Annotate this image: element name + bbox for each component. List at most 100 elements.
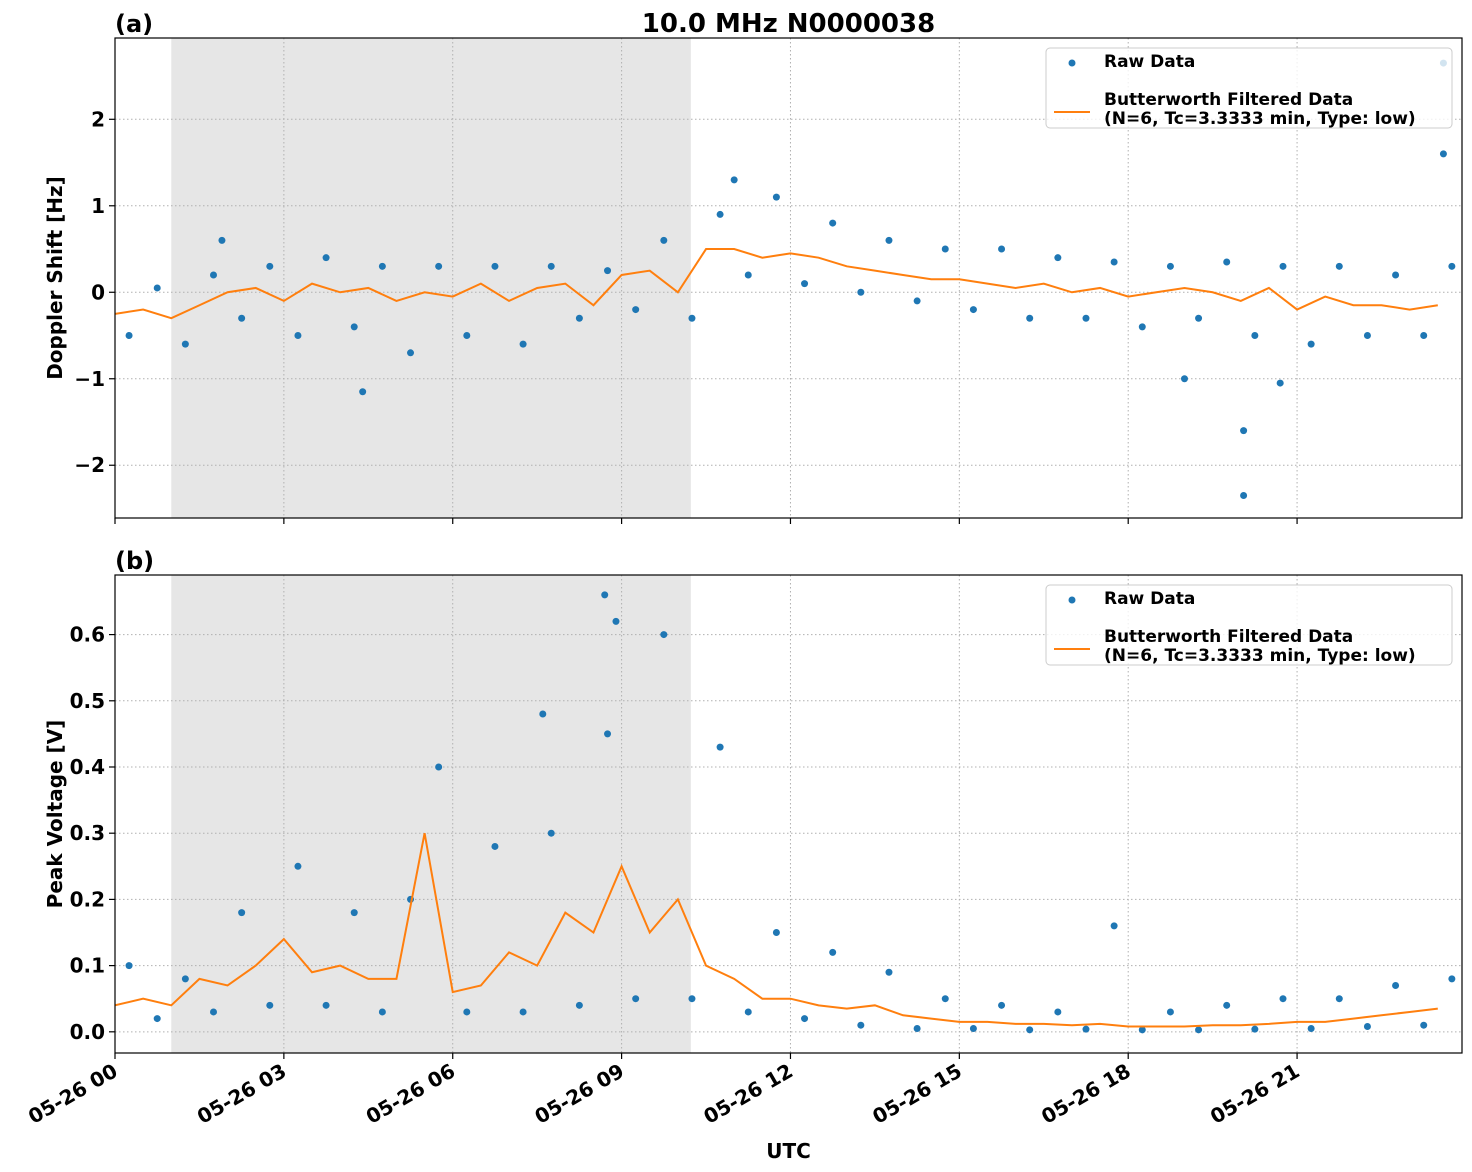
raw-point xyxy=(1307,340,1315,348)
raw-point xyxy=(153,284,161,292)
raw-point xyxy=(660,236,668,244)
raw-point xyxy=(969,1025,977,1033)
raw-point xyxy=(1223,258,1231,266)
raw-point xyxy=(1110,258,1118,266)
raw-point xyxy=(1392,271,1400,279)
raw-point xyxy=(350,323,358,331)
raw-point xyxy=(1420,1021,1428,1029)
raw-point xyxy=(913,1025,921,1033)
panel-label: (b) xyxy=(115,547,154,575)
raw-point xyxy=(941,995,949,1003)
y-axis-label: Doppler Shift [Hz] xyxy=(43,176,67,380)
raw-point xyxy=(913,297,921,305)
raw-point xyxy=(359,388,367,396)
legend-entry: Raw Data xyxy=(1104,53,1196,72)
x-tick-label: 05-26 09 xyxy=(531,1059,629,1129)
raw-point xyxy=(125,962,133,970)
raw-point xyxy=(1138,1026,1146,1034)
raw-point xyxy=(1363,332,1371,340)
y-tick-label: 0.5 xyxy=(70,689,105,713)
x-tick-label: 05-26 18 xyxy=(1037,1059,1135,1129)
raw-point xyxy=(660,631,668,639)
raw-point xyxy=(539,710,547,718)
raw-point xyxy=(547,262,555,270)
raw-point xyxy=(322,254,330,262)
raw-point xyxy=(1251,1025,1259,1033)
raw-point xyxy=(181,975,189,983)
axes-frame xyxy=(114,37,1463,519)
raw-point xyxy=(688,314,696,322)
raw-point xyxy=(632,306,640,314)
raw-point xyxy=(1054,254,1062,262)
raw-point xyxy=(1082,1025,1090,1033)
raw-point xyxy=(294,332,302,340)
y-tick-label: −1 xyxy=(74,367,105,391)
raw-point xyxy=(1166,262,1174,270)
y-tick-label: 0.2 xyxy=(70,887,105,911)
raw-point xyxy=(266,1001,274,1009)
raw-point xyxy=(153,1015,161,1023)
raw-point xyxy=(1240,492,1248,500)
raw-point xyxy=(125,332,133,340)
legend-label: Butterworth Filtered Data (N=6, Tc=3.333… xyxy=(1104,91,1416,129)
raw-point xyxy=(744,271,752,279)
raw-point xyxy=(575,1001,583,1009)
filtered-line xyxy=(115,248,1438,320)
raw-point xyxy=(519,340,527,348)
x-tick-label: 05-26 12 xyxy=(699,1059,797,1129)
filtered-line xyxy=(115,833,1438,1028)
raw-point xyxy=(885,236,893,244)
x-tick-label: 05-26 21 xyxy=(1206,1059,1304,1129)
raw-point xyxy=(1223,1001,1231,1009)
raw-point xyxy=(322,1001,330,1009)
raw-point xyxy=(1110,922,1118,930)
raw-point xyxy=(181,340,189,348)
raw-point xyxy=(998,1001,1006,1009)
panel-label: (a) xyxy=(115,10,153,38)
raw-point xyxy=(238,909,246,917)
x-tick-label: 05-26 03 xyxy=(193,1059,291,1129)
raw-point xyxy=(1082,314,1090,322)
y-tick-label: 2 xyxy=(91,107,105,131)
y-tick-label: 0.4 xyxy=(70,755,105,779)
raw-point xyxy=(604,730,612,738)
shaded-region xyxy=(171,575,691,1053)
raw-point xyxy=(547,829,555,837)
raw-point xyxy=(604,267,612,275)
raw-point xyxy=(1279,262,1287,270)
raw-point xyxy=(1335,262,1343,270)
plot-area xyxy=(115,591,1456,1034)
raw-point xyxy=(1392,981,1400,989)
raw-point xyxy=(1195,1026,1203,1034)
raw-point xyxy=(435,763,443,771)
raw-point xyxy=(1026,314,1034,322)
x-axis-label: UTC xyxy=(766,1139,811,1163)
raw-point xyxy=(463,1008,471,1016)
raw-point xyxy=(491,842,499,850)
raw-point xyxy=(491,262,499,270)
y-tick-label: 0.1 xyxy=(70,954,105,978)
raw-point xyxy=(730,176,738,184)
y-tick-label: 0.0 xyxy=(70,1020,105,1044)
shaded-region xyxy=(171,38,691,518)
legend-label: Butterworth Filtered Data (N=6, Tc=3.333… xyxy=(1104,628,1416,666)
y-axis-label: Peak Voltage [V] xyxy=(43,720,67,909)
raw-point xyxy=(575,314,583,322)
raw-point xyxy=(1026,1026,1034,1034)
raw-point xyxy=(801,1015,809,1023)
x-tick-label: 05-26 15 xyxy=(868,1059,966,1129)
legend-marker xyxy=(1068,596,1076,604)
raw-point xyxy=(210,271,218,279)
raw-point xyxy=(969,306,977,314)
y-tick-label: 0 xyxy=(91,280,105,304)
raw-point xyxy=(1166,1008,1174,1016)
axes-frame xyxy=(114,574,1463,1054)
raw-point xyxy=(1448,975,1456,983)
legend-box xyxy=(1045,47,1453,129)
raw-point xyxy=(1240,427,1248,435)
raw-point xyxy=(407,349,415,357)
legend-label: Raw Data xyxy=(1104,53,1196,72)
raw-point xyxy=(463,332,471,340)
raw-point xyxy=(772,929,780,937)
